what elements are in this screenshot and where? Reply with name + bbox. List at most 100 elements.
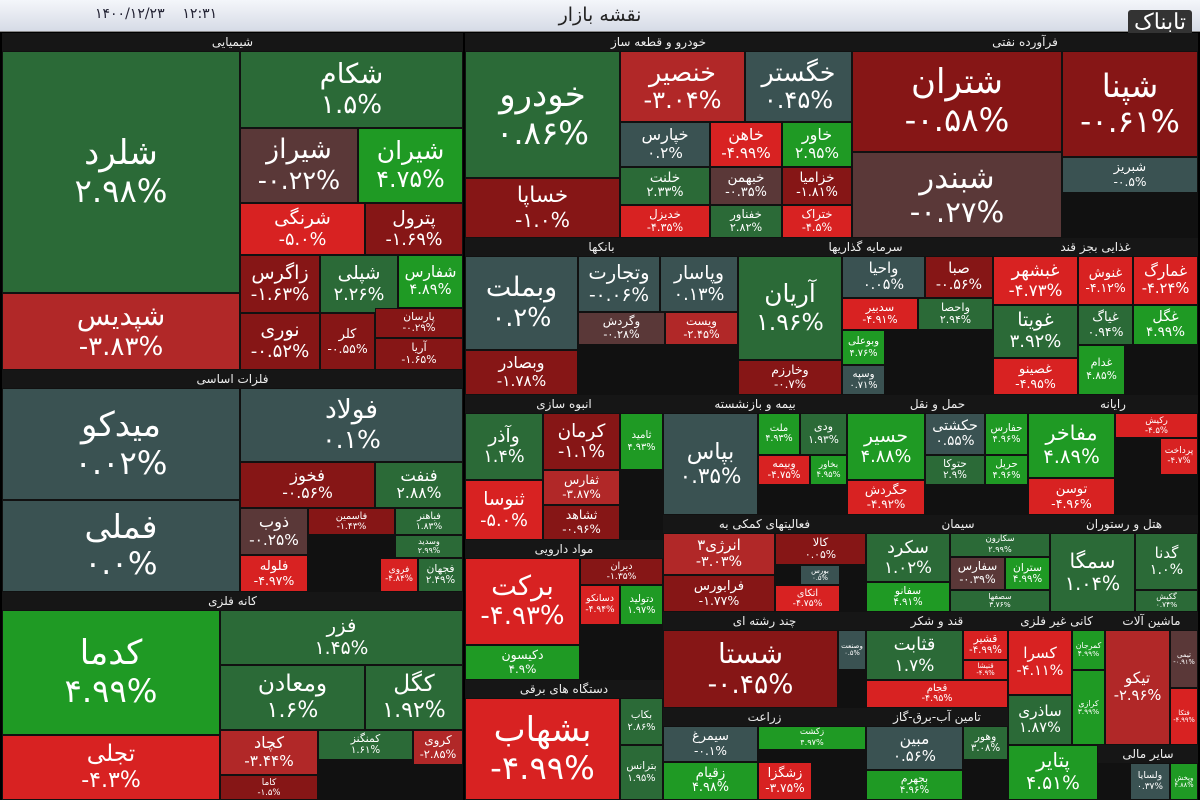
stock-tile[interactable]: غصینو -۴.۹۵%: [993, 358, 1078, 395]
stock-tile[interactable]: وهور ۳.۰۸%: [963, 726, 1008, 760]
stock-tile[interactable]: وسدید ۲.۹۹%: [395, 535, 463, 558]
stock-tile[interactable]: واحصا ۲.۹۴%: [918, 298, 993, 330]
stock-tile[interactable]: تیمی -۰.۹۱%: [1170, 630, 1198, 688]
stock-tile[interactable]: ویست -۲.۴۵%: [665, 312, 738, 345]
stock-tile[interactable]: غبشهر -۴.۷۳%: [993, 256, 1078, 305]
stock-tile[interactable]: قشیر -۴.۹۹%: [963, 630, 1008, 660]
stock-tile[interactable]: بشهاب -۴.۹۹%: [465, 698, 620, 800]
stock-tile[interactable]: نوری -۰.۵۲%: [240, 313, 320, 370]
stock-tile[interactable]: کلر -۰.۵۵%: [320, 313, 375, 370]
stock-tile[interactable]: شرنگی -۵.۰%: [240, 203, 365, 255]
stock-tile[interactable]: شبریز -۰.۵%: [1062, 157, 1198, 193]
stock-tile[interactable]: وبوعلی ۴.۷۶%: [842, 330, 885, 365]
stock-tile[interactable]: تیکو -۲.۹۶%: [1105, 630, 1170, 745]
stock-tile[interactable]: وپاسار ۰.۱۳%: [660, 256, 738, 312]
stock-tile[interactable]: دتولید ۱.۹۷%: [620, 585, 663, 625]
stock-tile[interactable]: توسن -۴.۹۶%: [1028, 478, 1115, 515]
stock-tile[interactable]: پرداخت -۴.۷%: [1160, 438, 1198, 475]
stock-tile[interactable]: خاهن -۴.۹۹%: [710, 122, 782, 167]
stock-tile[interactable]: آریا -۱.۶۵%: [375, 338, 463, 370]
stock-tile[interactable]: صبا -۰.۵۶%: [925, 256, 993, 298]
stock-tile[interactable]: سدبیر -۴.۹۱%: [842, 298, 918, 330]
stock-tile[interactable]: کالا ۰.۰۵%: [775, 533, 866, 565]
stock-tile[interactable]: حگردش -۴.۹۲%: [847, 480, 925, 515]
stock-tile[interactable]: فزر ۱.۴۵%: [220, 610, 463, 665]
stock-tile[interactable]: بکاب ۲.۸۶%: [620, 698, 663, 745]
stock-tile[interactable]: ذوب -۰.۲۵%: [240, 508, 308, 555]
stock-tile[interactable]: ولسایا ۰.۳۷%: [1130, 763, 1170, 800]
stock-tile[interactable]: فرابورس -۱.۷۷%: [663, 575, 775, 612]
stock-tile[interactable]: سفارس -۰.۳۹%: [950, 557, 1005, 590]
stock-tile[interactable]: مفاخر ۴.۸۹%: [1028, 413, 1115, 478]
stock-tile[interactable]: میدکو ۰.۰۲%: [2, 388, 240, 500]
stock-tile[interactable]: شتران -۰.۵۸%: [852, 51, 1062, 152]
stock-tile[interactable]: وسپه ۰.۷۱%: [842, 365, 885, 395]
stock-tile[interactable]: کرمان -۱.۱%: [543, 413, 620, 470]
stock-tile[interactable]: ثشاهد -۰.۹۶%: [543, 505, 620, 540]
stock-tile[interactable]: کرازی ۳.۹۹%: [1072, 670, 1105, 745]
stock-tile[interactable]: دکیسون ۴.۹%: [465, 645, 580, 680]
stock-tile[interactable]: سمگا ۱.۰۴%: [1050, 533, 1135, 612]
stock-tile[interactable]: مبین ۰.۵۶%: [866, 726, 963, 770]
stock-tile[interactable]: بپاس ۰.۳۵%: [663, 413, 758, 515]
stock-tile[interactable]: فاسمین -۱.۴۳%: [308, 508, 395, 535]
stock-tile[interactable]: حتوکا ۲.۹%: [925, 455, 985, 485]
stock-tile[interactable]: ملت ۴.۹۳%: [758, 413, 800, 455]
stock-tile[interactable]: حفارس ۴.۹۶%: [985, 413, 1028, 455]
stock-tile[interactable]: وآذر ۱.۴%: [465, 413, 543, 480]
stock-tile[interactable]: فنفت ۲.۸۸%: [375, 462, 463, 508]
stock-tile[interactable]: دسانکو -۴.۹۴%: [580, 585, 620, 625]
stock-tile[interactable]: شپنا -۰.۶۱%: [1062, 51, 1198, 157]
stock-tile[interactable]: قنیشا -۴.۹%: [963, 660, 1008, 680]
stock-tile[interactable]: ودی ۱.۹۳%: [800, 413, 847, 455]
stock-tile[interactable]: فروی -۴.۸۴%: [380, 558, 418, 592]
stock-tile[interactable]: خگستر ۰.۴۵%: [745, 51, 852, 122]
stock-tile[interactable]: گدنا ۱.۰%: [1135, 533, 1198, 590]
stock-tile[interactable]: خدیزل -۴.۳۵%: [620, 205, 710, 238]
stock-tile[interactable]: فتکا -۴.۹۹%: [1170, 688, 1198, 745]
stock-tile[interactable]: کاما -۱.۵%: [220, 775, 318, 800]
stock-tile[interactable]: کسرا -۴.۱۱%: [1008, 630, 1072, 695]
stock-tile[interactable]: انرژی۳ -۳.۰۳%: [663, 533, 775, 575]
stock-tile[interactable]: ستران ۴.۹۹%: [1005, 557, 1050, 590]
stock-tile[interactable]: ومعادن ۱.۶%: [220, 665, 365, 730]
stock-tile[interactable]: زقیام ۴.۹۸%: [663, 762, 758, 800]
stock-tile[interactable]: وبصادر -۱.۷۸%: [465, 350, 578, 395]
stock-tile[interactable]: خلنت ۲.۳۳%: [620, 167, 710, 205]
stock-tile[interactable]: وصنعت ۰.۵%: [838, 630, 866, 670]
stock-tile[interactable]: غویتا ۳.۹۲%: [993, 305, 1078, 358]
stock-tile[interactable]: سکارون ۲.۹۹%: [950, 533, 1050, 557]
stock-tile[interactable]: کمنگنز ۱.۶۱%: [318, 730, 413, 760]
stock-tile[interactable]: فلوله -۴.۹۷%: [240, 555, 308, 592]
stock-tile[interactable]: شپلی ۲.۲۶%: [320, 255, 398, 313]
stock-tile[interactable]: شلرد ۲.۹۸%: [2, 51, 240, 293]
stock-tile[interactable]: غیاگ ۰.۹۴%: [1078, 305, 1133, 345]
stock-tile[interactable]: غنوش -۴.۱۲%: [1078, 256, 1133, 305]
stock-tile[interactable]: خبهمن -۰.۳۵%: [710, 167, 782, 205]
stock-tile[interactable]: آریان ۱.۹۶%: [738, 256, 842, 360]
stock-tile[interactable]: فملی ۰.۰%: [2, 500, 240, 592]
stock-tile[interactable]: غمارگ -۴.۲۴%: [1133, 256, 1198, 305]
stock-tile[interactable]: بخاور ۴.۹۵%: [810, 455, 847, 485]
stock-tile[interactable]: فجهان ۲.۴۹%: [418, 558, 463, 592]
stock-tile[interactable]: کمرجان ۴.۹۹%: [1072, 630, 1105, 670]
stock-tile[interactable]: شستا -۰.۴۵%: [663, 630, 838, 708]
stock-tile[interactable]: خزامیا -۱.۸۱%: [782, 167, 852, 205]
stock-tile[interactable]: رکیش -۴.۵%: [1115, 413, 1198, 438]
stock-tile[interactable]: سصفها ۳.۷۶%: [950, 590, 1050, 612]
stock-tile[interactable]: کچاد -۳.۴۴%: [220, 730, 318, 775]
stock-tile[interactable]: خساپا -۱.۰%: [465, 178, 620, 238]
stock-tile[interactable]: شیراز -۰.۲۲%: [240, 128, 358, 203]
stock-tile[interactable]: خفناور ۲.۸۲%: [710, 205, 782, 238]
stock-tile[interactable]: بجهرم ۴.۹۶%: [866, 770, 963, 800]
stock-tile[interactable]: ثامید ۴.۹۳%: [620, 413, 663, 470]
stock-tile[interactable]: ساذری ۱.۸۷%: [1008, 695, 1072, 745]
stock-tile[interactable]: گکیش ۰.۷۴%: [1135, 590, 1198, 612]
stock-tile[interactable]: شبندر -۰.۲۷%: [852, 152, 1062, 238]
stock-tile[interactable]: پارسان -۰.۲۹%: [375, 308, 463, 338]
stock-tile[interactable]: خپارس ۰.۲%: [620, 122, 710, 167]
stock-tile[interactable]: واحیا ۰.۰۵%: [842, 256, 925, 298]
stock-tile[interactable]: غدام ۴.۸۵%: [1078, 345, 1125, 395]
stock-tile[interactable]: فباهنر ۱.۸۳%: [395, 508, 463, 535]
stock-tile[interactable]: وبیمه -۴.۷۵%: [758, 455, 810, 485]
